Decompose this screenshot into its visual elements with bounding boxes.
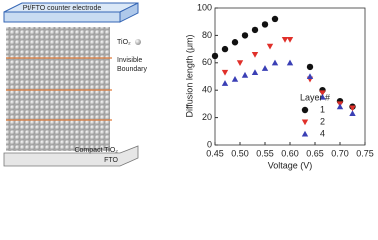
- figure: Pt/FTO counter electrode TiO₂ Invisible …: [3, 2, 374, 170]
- point: [251, 26, 259, 34]
- x-tick-label: 0.50: [231, 148, 249, 158]
- layer-label: Compact TiO₂: [74, 147, 118, 154]
- plot-frame: [214, 7, 366, 146]
- electrode-side: [119, 2, 139, 23]
- y-tick-label: 60: [202, 57, 212, 67]
- chart: Diffusion length (μm) Voltage (V) 0 20 40 6…: [184, 2, 373, 170]
- legend-label: 2: [320, 116, 325, 126]
- point: [319, 90, 326, 97]
- boundary-label: Invisible: [117, 57, 142, 64]
- point: [261, 65, 269, 71]
- y-tick-label: 0: [207, 139, 212, 149]
- particle-icon: [135, 39, 141, 45]
- x-tick-label: 0.75: [356, 148, 374, 158]
- layer-label: FTO: [104, 157, 118, 164]
- point: [266, 43, 274, 50]
- point: [231, 76, 239, 82]
- point: [336, 103, 344, 110]
- diagram: Pt/FTO counter electrode TiO₂ Invisible …: [3, 2, 147, 167]
- point: [349, 105, 356, 112]
- legend-label: 4: [320, 128, 325, 138]
- point: [221, 80, 229, 86]
- legend-label: 1: [320, 104, 325, 114]
- legend-marker: [301, 119, 309, 126]
- point: [221, 69, 229, 76]
- point: [221, 45, 229, 53]
- point: [306, 63, 314, 71]
- particle-label: TiO₂: [117, 39, 131, 46]
- x-tick-label: 0.65: [306, 148, 324, 158]
- y-tick-label: 80: [202, 30, 212, 40]
- legend-marker: [301, 130, 309, 137]
- x-axis-label: Voltage (V): [268, 160, 313, 170]
- point: [241, 32, 249, 39]
- point: [236, 60, 244, 66]
- point: [241, 71, 249, 78]
- substrate: [3, 145, 139, 167]
- y-axis-label: Diffusion length (μm): [184, 34, 194, 117]
- x-tick-label: 0.45: [206, 148, 224, 158]
- electrode-front: [3, 11, 121, 23]
- point: [211, 52, 219, 60]
- point: [261, 21, 269, 28]
- x-tick-label: 0.55: [256, 148, 274, 158]
- point: [286, 59, 294, 66]
- x-tick-label: 0.70: [331, 148, 349, 158]
- point: [349, 110, 356, 117]
- y-tick-label: 100: [197, 2, 212, 12]
- y-tick-label: 40: [202, 85, 212, 95]
- point: [281, 36, 289, 43]
- particle-film: [6, 27, 110, 151]
- point: [251, 69, 259, 75]
- point: [286, 36, 294, 43]
- x-tick-label: 0.60: [281, 148, 299, 158]
- legend-marker: [301, 106, 309, 114]
- point: [271, 59, 279, 66]
- boundary-label: Boundary: [117, 66, 147, 73]
- point: [231, 39, 239, 46]
- y-tick-label: 20: [202, 112, 212, 122]
- point: [271, 15, 279, 23]
- point: [251, 52, 259, 58]
- point: [306, 73, 314, 80]
- legend-title: Layer #: [300, 92, 330, 102]
- point: [319, 93, 326, 100]
- electrode-label: Pt/FTO counter electrode: [23, 5, 102, 12]
